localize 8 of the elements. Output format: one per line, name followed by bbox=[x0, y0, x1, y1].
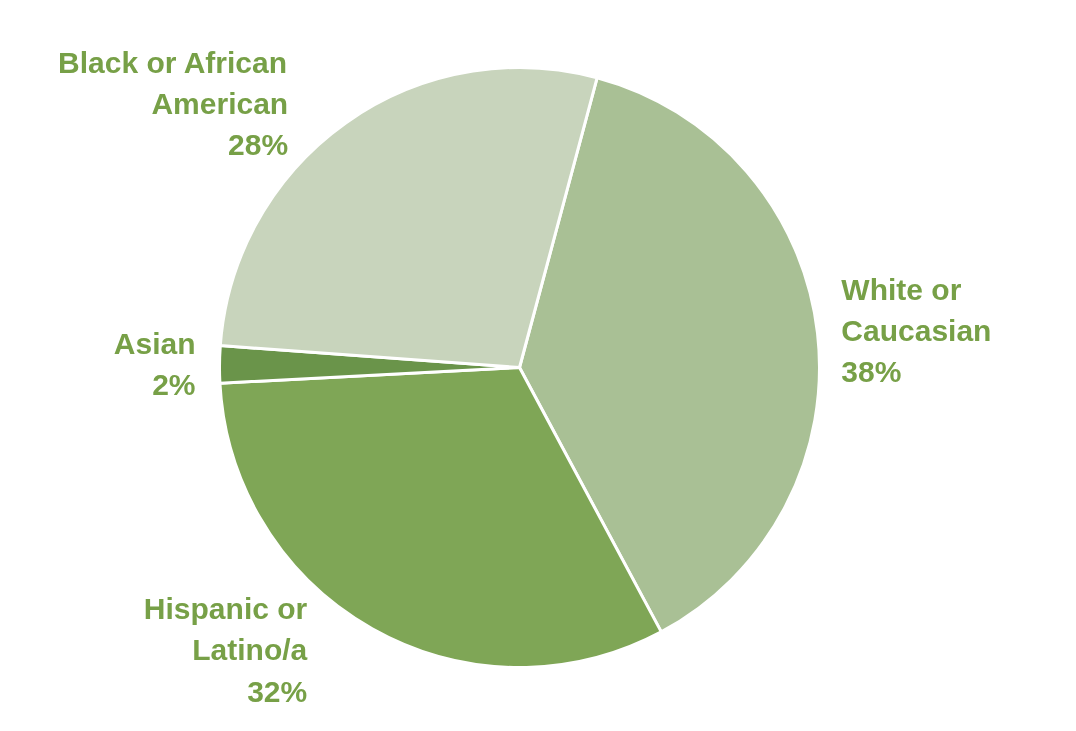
slice-label: Hispanic or Latino/a bbox=[143, 592, 308, 667]
data-label: 2% bbox=[152, 368, 196, 402]
data-label: 38% bbox=[841, 355, 902, 389]
slice-label: White or Caucasian bbox=[841, 272, 992, 347]
slice-label: Asian bbox=[113, 326, 196, 360]
data-label: 32% bbox=[247, 674, 308, 708]
slice-label: Black or African American bbox=[58, 45, 289, 120]
data-label: 28% bbox=[228, 128, 289, 162]
